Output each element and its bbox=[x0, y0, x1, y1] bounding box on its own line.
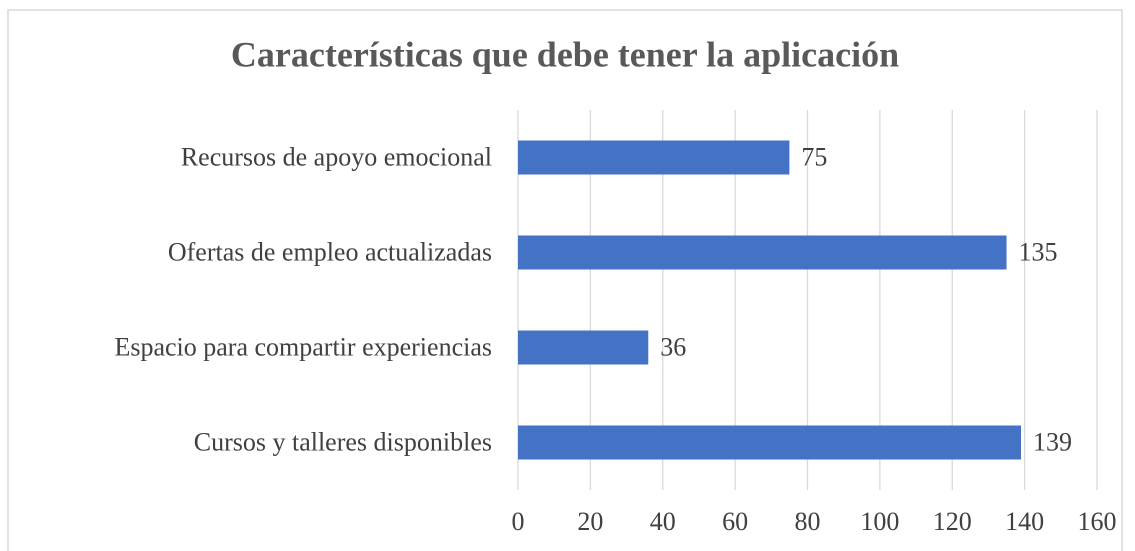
chart-title: Características que debe tener la aplica… bbox=[231, 34, 899, 74]
data-label: 139 bbox=[1033, 427, 1072, 456]
x-tick-label: 160 bbox=[1078, 507, 1117, 536]
x-tick-label: 40 bbox=[650, 507, 676, 536]
x-tick-label: 140 bbox=[1005, 507, 1044, 536]
y-tick-label: Cursos y talleres disponibles bbox=[194, 427, 492, 456]
x-tick-label: 20 bbox=[577, 507, 603, 536]
x-tick-label: 80 bbox=[795, 507, 821, 536]
x-tick-label: 100 bbox=[860, 507, 899, 536]
bar bbox=[518, 425, 1022, 460]
x-tick-label: 60 bbox=[722, 507, 748, 536]
x-tick-label: 120 bbox=[933, 507, 972, 536]
data-label: 36 bbox=[660, 332, 686, 361]
y-tick-label: Recursos de apoyo emocional bbox=[181, 142, 492, 171]
bar bbox=[518, 330, 649, 365]
data-label: 135 bbox=[1019, 237, 1058, 266]
bar bbox=[518, 140, 790, 175]
chart-frame bbox=[7, 9, 1123, 551]
y-tick-label: Ofertas de empleo actualizadas bbox=[168, 237, 492, 266]
bar bbox=[518, 235, 1007, 270]
x-tick-label: 0 bbox=[512, 507, 525, 536]
y-tick-label: Espacio para compartir experiencias bbox=[114, 332, 492, 361]
data-label: 75 bbox=[801, 142, 827, 171]
